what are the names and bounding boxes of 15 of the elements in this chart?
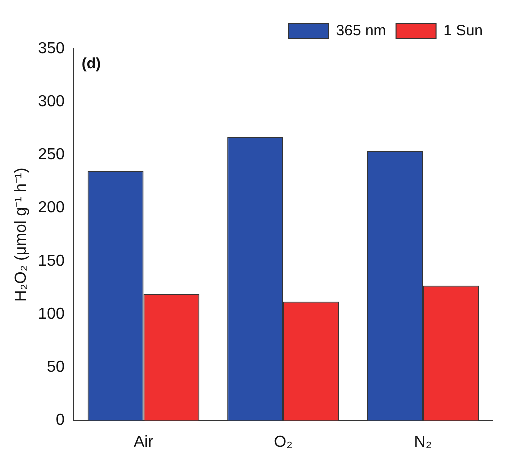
- y-tick-label: 350: [38, 40, 65, 58]
- x-tick-label: N₂: [414, 434, 432, 451]
- y-tick-label: 250: [38, 146, 65, 164]
- y-tick-label: 50: [47, 359, 65, 376]
- y-tick-label: 150: [38, 252, 65, 270]
- legend-label: 365 nm: [336, 22, 386, 40]
- y-axis-title: H₂O₂ (μmol g⁻¹ h⁻¹): [13, 168, 30, 302]
- annotation: (d): [82, 56, 102, 73]
- y-tick-label: 0: [56, 412, 65, 430]
- y-tick-label: 200: [38, 200, 65, 217]
- y-tick-label: 100: [38, 306, 65, 323]
- x-tick-label: Air: [134, 434, 154, 451]
- x-tick-label: O₂: [274, 434, 293, 451]
- legend-label: 1 Sun: [444, 22, 484, 40]
- y-tick-label: 300: [38, 94, 65, 111]
